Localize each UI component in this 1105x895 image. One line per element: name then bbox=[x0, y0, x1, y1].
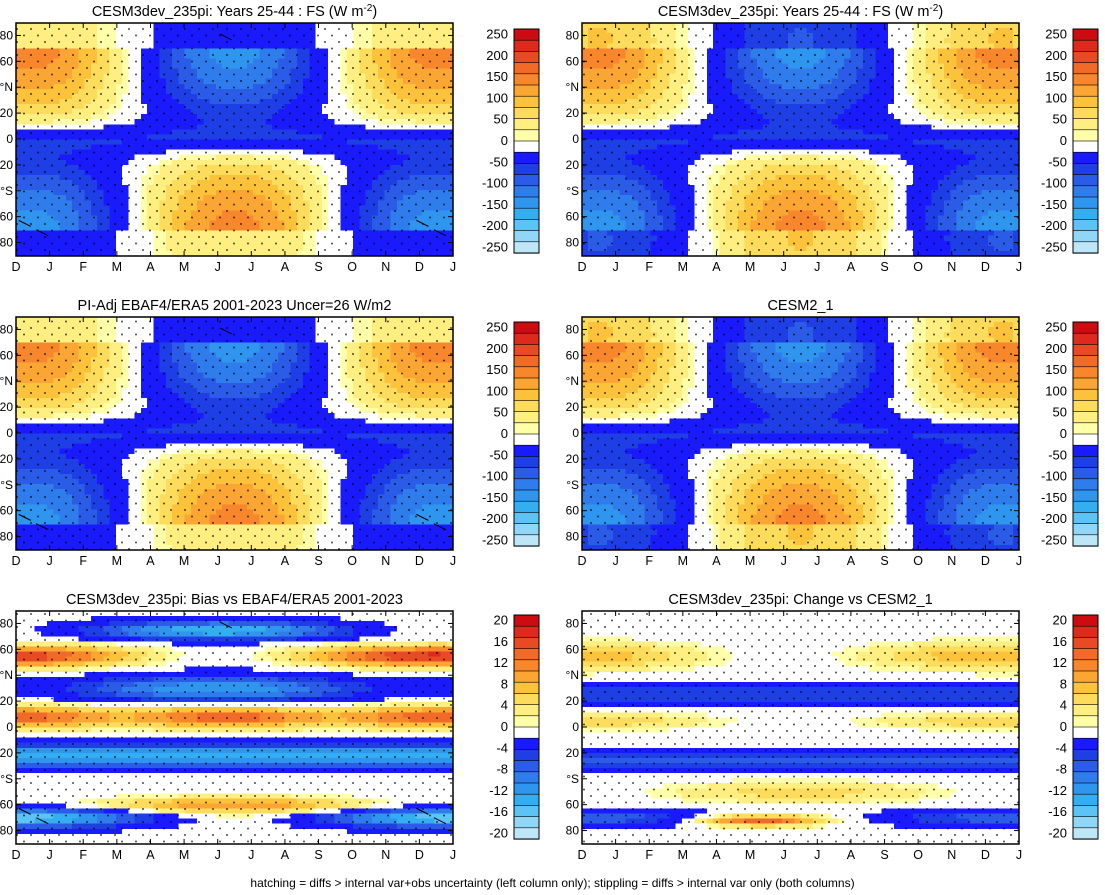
y-tick-label: 0 bbox=[6, 132, 13, 146]
y-tick-label: °S bbox=[0, 184, 13, 198]
y-tick-label: 60 bbox=[0, 54, 13, 68]
colorbar-swatch bbox=[513, 84, 540, 97]
x-tick-label: F bbox=[79, 260, 87, 274]
x-tick-label: A bbox=[146, 260, 155, 274]
colorbar-swatch bbox=[513, 196, 540, 209]
colorbar-label: -100 bbox=[482, 176, 508, 191]
x-tick-label: J bbox=[450, 260, 456, 274]
x-tick-label: M bbox=[179, 260, 189, 274]
x-tick-label: D bbox=[415, 260, 424, 274]
colorbar-label: 150 bbox=[486, 69, 508, 84]
x-tick-label: N bbox=[381, 260, 390, 274]
x-tick-label: A bbox=[281, 260, 290, 274]
colorbar-swatch bbox=[513, 241, 540, 254]
colorbar-label: 200 bbox=[486, 48, 508, 63]
panel-title-sup: -2 bbox=[929, 3, 938, 14]
hatch-mark bbox=[35, 229, 49, 237]
hatching-overlay bbox=[18, 33, 447, 237]
x-tick-label: J bbox=[46, 260, 52, 274]
colorbar-swatch bbox=[513, 39, 540, 53]
colorbar-swatch bbox=[513, 219, 540, 232]
colorbar-swatch bbox=[513, 95, 540, 108]
stippling-overlay bbox=[16, 23, 453, 256]
colorbar-label: 50 bbox=[494, 112, 508, 127]
colorbar-swatch bbox=[513, 129, 540, 142]
colorbar-label: -200 bbox=[482, 218, 508, 233]
colorbar-swatch bbox=[513, 140, 540, 153]
panel-title-end: ) bbox=[938, 4, 943, 20]
colorbar-swatch bbox=[513, 151, 540, 164]
x-tick-label: S bbox=[314, 260, 322, 274]
x-tick-label: O bbox=[347, 260, 357, 274]
colorbar-label: 0 bbox=[501, 133, 508, 148]
hatch-mark bbox=[416, 219, 429, 227]
colorbar-label: -50 bbox=[489, 154, 508, 169]
y-tick-label: °N bbox=[0, 80, 13, 94]
hatch-mark bbox=[219, 33, 232, 41]
colorbar-label: -250 bbox=[482, 239, 508, 254]
colorbar-swatch bbox=[513, 174, 540, 187]
panel-title-end: ) bbox=[372, 4, 377, 20]
colorbar-frame bbox=[513, 28, 540, 254]
y-tick-label: 80 bbox=[0, 236, 13, 250]
colorbar-swatch bbox=[513, 185, 540, 198]
colorbar-swatch bbox=[513, 230, 540, 243]
y-tick-label: 60 bbox=[0, 210, 13, 224]
colorbar-swatch bbox=[513, 118, 540, 131]
y-tick-label: 80 bbox=[0, 28, 13, 42]
colorbar-swatch bbox=[513, 28, 540, 41]
y-tick-label: 20 bbox=[0, 106, 13, 120]
colorbar-label: 100 bbox=[486, 90, 508, 105]
panel-title-sup: -2 bbox=[363, 3, 372, 14]
colorbar-swatch bbox=[513, 51, 540, 64]
x-tick-label: J bbox=[215, 260, 221, 274]
colorbar-swatch bbox=[513, 62, 540, 75]
panel-p1: CESM3dev_235pi: Years 25-44 : FS (W m-2)… bbox=[0, 3, 456, 275]
colorbar-swatch bbox=[513, 163, 540, 176]
panel-title-text: CESM3dev_235pi: Years 25-44 : FS (W m bbox=[92, 4, 364, 20]
colorbar-p1: 250 200 150 100 50 0 -50 -100 -150 -200 -250 bbox=[482, 27, 540, 254]
y-tick-label: 20 bbox=[0, 158, 13, 172]
colorbar-swatch bbox=[513, 107, 540, 120]
panel-title: CESM3dev_235pi: Years 25-44 : FS (W m-2) bbox=[92, 3, 377, 21]
panel-title-text: CESM3dev_235pi: Years 25-44 : FS (W m bbox=[658, 4, 930, 20]
colorbar-swatch bbox=[513, 207, 540, 220]
x-tick-label: J bbox=[248, 260, 254, 274]
panel-title: CESM3dev_235pi: Years 25-44 : FS (W m-2) bbox=[658, 3, 943, 21]
colorbar-label: 250 bbox=[486, 27, 508, 42]
colorbar-label: -150 bbox=[482, 197, 508, 212]
hatch-mark bbox=[18, 219, 31, 227]
x-tick-label: D bbox=[11, 260, 20, 274]
panel-p2: CESM3dev_235pi: Years 25-44 : FS (W m-2)… bbox=[566, 3, 1023, 275]
hatch-mark bbox=[433, 229, 447, 237]
colorbar-swatch bbox=[513, 73, 540, 86]
x-tick-label: M bbox=[112, 260, 122, 274]
